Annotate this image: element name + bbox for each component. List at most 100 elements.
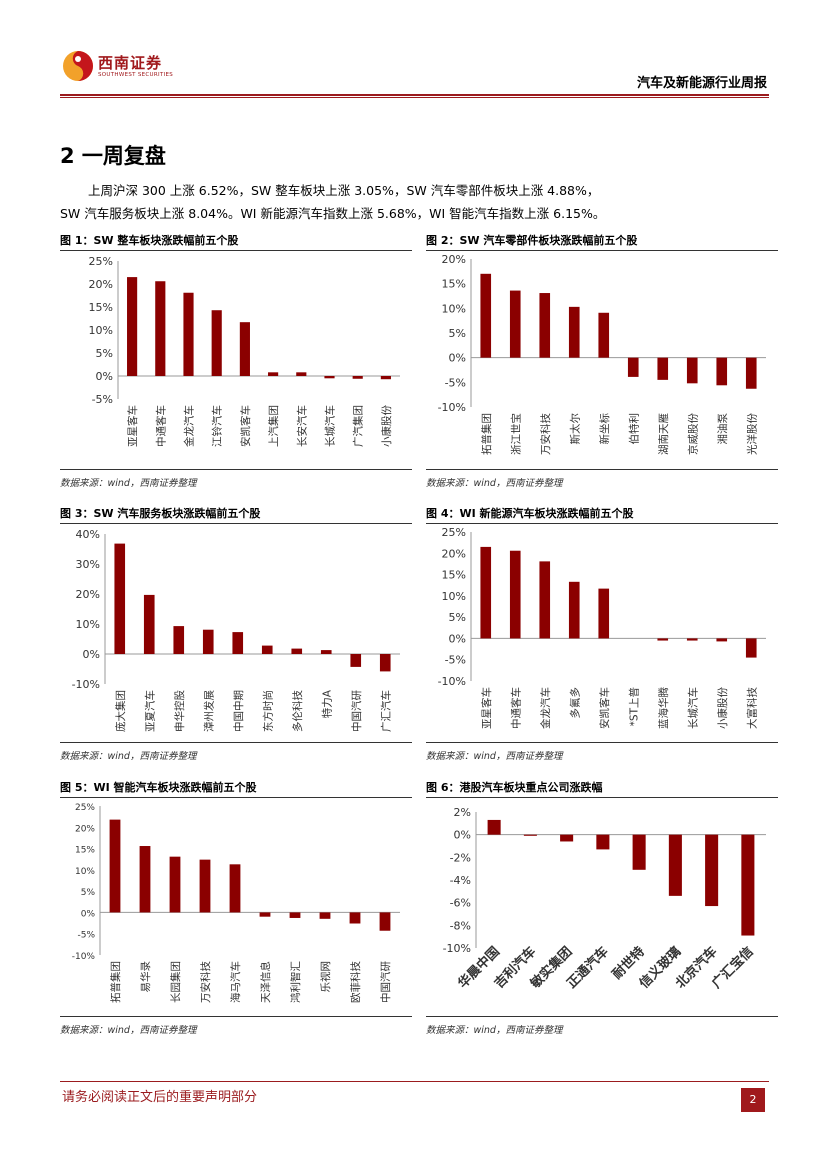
y-tick-label: 0%: [96, 370, 113, 383]
y-tick-label: 20%: [442, 547, 466, 560]
bar: [296, 372, 307, 376]
summary-line-2: SW 汽车服务板块上涨 8.04%。WI 新能源汽车指数上涨 5.68%，WI …: [60, 206, 606, 221]
y-tick-label: -4%: [450, 874, 471, 887]
bar: [155, 281, 166, 376]
category-label: 光洋股份: [745, 413, 758, 455]
y-tick-label: 0%: [81, 909, 96, 919]
y-tick-label: -5%: [77, 931, 95, 941]
y-tick-label: -5%: [445, 376, 466, 389]
category-label: 东方时尚: [261, 690, 274, 732]
bar: [705, 834, 719, 907]
figure-2: 图 2：SW 汽车零部件板块涨跌幅前五个股 -10% -5% 0% 5% 10% 15% 2…: [426, 232, 778, 490]
bar: [109, 819, 121, 913]
figure-source: 数据来源：wind，西南证券整理: [60, 751, 197, 762]
y-tick-label: -2%: [450, 851, 471, 864]
figure-bottom-rule: [426, 469, 778, 470]
bar: [291, 648, 303, 654]
y-tick-label: 5%: [96, 347, 113, 360]
y-tick-label: 10%: [76, 618, 100, 631]
bar: [289, 912, 301, 918]
y-tick-label: -10%: [438, 401, 466, 414]
bar: [232, 632, 244, 654]
category-label: 鸿利智汇: [289, 961, 302, 1003]
bar: [350, 654, 362, 667]
bar: [143, 594, 155, 654]
bar: [632, 834, 646, 870]
bar: [261, 645, 273, 654]
category-label: 多氟多: [568, 687, 581, 719]
bar: [539, 293, 551, 358]
category-label: 新坐标: [598, 413, 611, 445]
bar-chart: -10% -5% 0% 5% 10% 15% 20% 拓普集团 浙江世宝 万安科技 斯太尔 新坐标 伯特…: [438, 253, 766, 455]
category-label: 广汇汽车: [379, 690, 392, 732]
header-divider: [60, 94, 769, 96]
category-label: 蓝海华腾: [657, 687, 670, 729]
category-label: *ST上普: [627, 687, 640, 726]
bar: [686, 357, 698, 384]
figure-title: 图 4：WI 新能源汽车板块涨跌幅前五个股: [426, 507, 634, 520]
figure-title: 图 2：SW 汽车零部件板块涨跌幅前五个股: [426, 234, 638, 247]
y-tick-label: 30%: [76, 558, 100, 571]
category-label: 海马汽车: [229, 961, 242, 1003]
y-tick-label: 2%: [454, 806, 471, 819]
bar-chart: -10%-8%-6%-4%-2%0%2%华晨中国吉利汽车敏实集团正通汽车耐世特信…: [443, 806, 766, 992]
figure-5: 图 5：WI 智能汽车板块涨跌幅前五个股 -10% -5% 0% 5% 10% 15% 20…: [60, 779, 412, 1037]
bar: [539, 561, 551, 639]
summary-line-1: 上周沪深 300 上涨 6.52%，SW 整车板块上涨 3.05%，SW 汽车零…: [88, 183, 600, 198]
bar: [324, 376, 335, 379]
y-tick-label: 20%: [442, 253, 466, 266]
category-label: 申华控股: [173, 690, 186, 732]
logo-chinese-name: 西南证券: [98, 54, 163, 72]
figure-top-rule: [60, 797, 412, 798]
y-tick-label: 5%: [449, 611, 466, 624]
figure-6: 图 6：港股汽车板块重点公司涨跌幅 -10% -8% -6% -4% -2% 0% 2% 华晨…: [426, 779, 778, 1037]
bar: [211, 310, 222, 376]
bar: [268, 372, 279, 376]
y-tick-label: 10%: [89, 324, 113, 337]
figure-top-rule: [426, 523, 778, 524]
y-tick-label: 15%: [442, 569, 466, 582]
y-tick-label: -8%: [450, 919, 471, 932]
y-tick-label: -5%: [445, 654, 466, 667]
bar: [379, 912, 391, 931]
category-label: 小康股份: [380, 405, 393, 447]
figure-source: 数据来源：wind，西南证券整理: [60, 1025, 197, 1036]
bar: [239, 322, 250, 376]
category-label: 浙江世宝: [509, 413, 522, 455]
report-title: 汽车及新能源行业周报: [636, 76, 767, 91]
figure-top-rule: [426, 250, 778, 251]
category-label: 亚星客车: [480, 687, 493, 729]
bar: [380, 376, 391, 380]
figure-source: 数据来源：wind，西南证券整理: [60, 478, 197, 489]
category-label: 上汽集团: [267, 405, 280, 447]
bar-chart: -10% 0% 10% 20% 30% 40% 庞大集团 亚夏汽车 申华控股 漳州发展 中国中期 东方…: [72, 528, 400, 732]
y-tick-label: -10%: [72, 952, 96, 962]
figure-bottom-rule: [60, 469, 412, 470]
category-label: 亚夏汽车: [143, 690, 156, 732]
summary-paragraph: 上周沪深 300 上涨 6.52%，SW 整车板块上涨 3.05%，SW 汽车零…: [60, 179, 780, 225]
y-tick-label: 0%: [454, 829, 471, 842]
header-divider-thin: [60, 97, 769, 98]
category-label: 长安汽车: [295, 405, 308, 447]
bar: [716, 357, 728, 386]
bar: [114, 543, 126, 654]
category-label: 中通客车: [154, 405, 167, 447]
category-label: 万安科技: [199, 961, 212, 1003]
category-label: 京威股份: [686, 413, 699, 455]
y-tick-label: -10%: [72, 678, 100, 691]
bar: [596, 834, 610, 850]
figure-title: 图 5：WI 智能汽车板块涨跌幅前五个股: [60, 781, 257, 794]
bar-chart: -10% -5% 0% 5% 10% 15% 20% 25% 亚星客车 中通客车 金龙汽车 多氟多 安凯…: [438, 526, 766, 729]
category-label: 伯特利: [627, 413, 640, 445]
category-label: 中通客车: [509, 687, 522, 729]
category-label: 安凯客车: [239, 405, 252, 447]
category-label: 中国汽研: [350, 690, 363, 732]
y-tick-label: 0%: [83, 648, 100, 661]
y-tick-label: 0%: [449, 352, 466, 365]
category-label: 中国中期: [232, 690, 245, 732]
y-tick-label: 25%: [75, 803, 95, 813]
category-label: 庞大集团: [114, 690, 127, 732]
category-label: 亚星客车: [126, 405, 139, 447]
y-tick-label: 20%: [75, 824, 95, 834]
y-tick-label: 25%: [89, 255, 113, 268]
